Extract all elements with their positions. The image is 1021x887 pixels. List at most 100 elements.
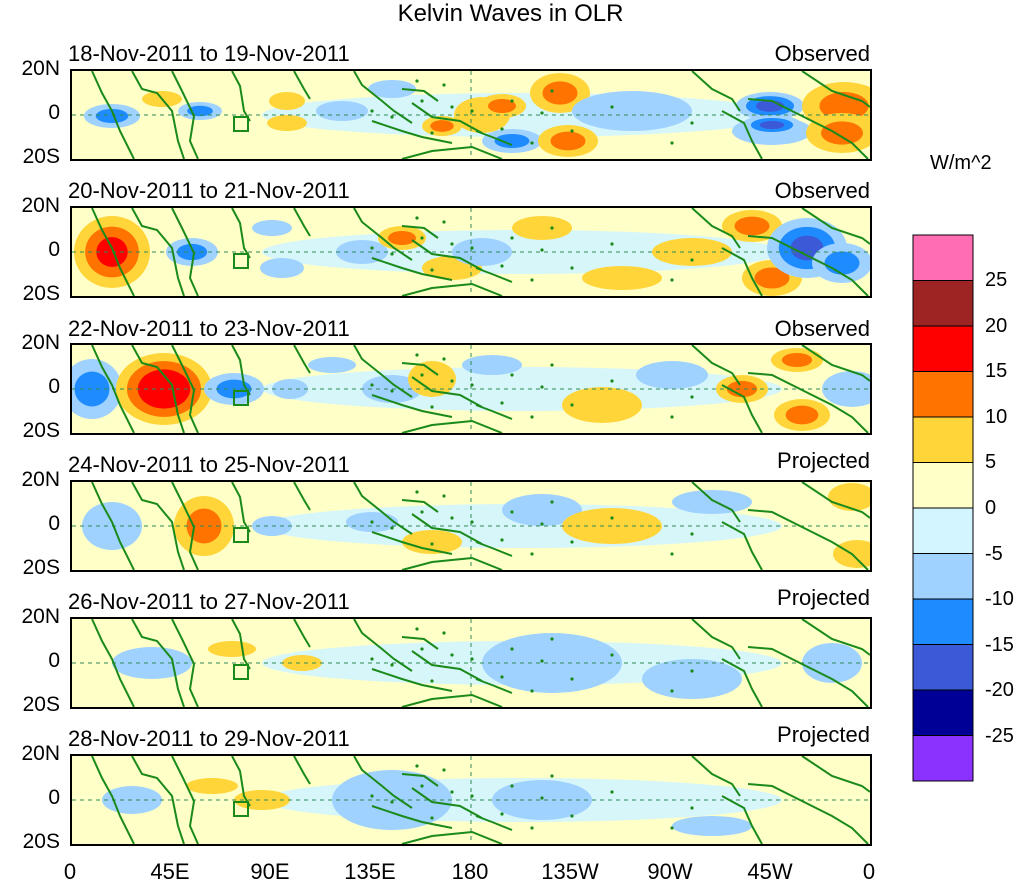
panel-6-coastline-7 bbox=[411, 787, 483, 819]
panel-1-map bbox=[70, 69, 872, 161]
panel-2-island-2 bbox=[420, 236, 424, 240]
panel-2-anomaly-11-level-1 bbox=[734, 216, 770, 236]
panel-6-coastline-8 bbox=[401, 773, 439, 787]
y-tick-panel-4-1: 0 bbox=[48, 512, 60, 535]
x-tick-135e: 135E bbox=[344, 859, 396, 884]
colorbar-swatch-0 bbox=[912, 234, 974, 281]
panel-5-reference-box bbox=[233, 664, 249, 680]
y-tick-panel-4-2: 20S bbox=[22, 556, 60, 579]
panel-2-anomaly-14-level-1 bbox=[824, 251, 860, 275]
panel-4-reference-box bbox=[233, 527, 249, 543]
panel-3-island-0 bbox=[370, 383, 374, 387]
panel-1-anomaly-7-level-1 bbox=[430, 120, 454, 132]
panel-3-map bbox=[70, 343, 872, 435]
panel-5-island-13 bbox=[670, 689, 674, 693]
colorbar-label-10: -25 bbox=[985, 725, 1014, 747]
panel-3-status: Observed bbox=[774, 316, 870, 341]
panel-1-island-10 bbox=[540, 111, 544, 115]
panel-3-island-4 bbox=[470, 383, 474, 387]
panel-4-coastline-7 bbox=[411, 513, 483, 545]
panel-3-island-10 bbox=[540, 385, 544, 389]
panel-2-coastline-2 bbox=[171, 208, 199, 296]
colorbar-label-3: 10 bbox=[985, 405, 1008, 428]
panel-2-island-4 bbox=[470, 246, 474, 250]
panel-6-island-6 bbox=[430, 816, 434, 820]
colorbar-label-6: -5 bbox=[985, 542, 1003, 565]
panel-3-anomaly-11-level-1 bbox=[781, 353, 813, 367]
panel-3-anomaly-9-level-0 bbox=[636, 361, 708, 389]
panel-3-coastline-8 bbox=[401, 362, 439, 376]
panel-2-anomaly-2-level-0 bbox=[252, 220, 292, 236]
panel-6-island-8 bbox=[530, 826, 534, 830]
panel-5-date: 26-Nov-2011 to 27-Nov-2011 bbox=[68, 589, 350, 614]
panel-6-coastline-10 bbox=[401, 830, 503, 844]
panel-1-coastline-11 bbox=[691, 71, 741, 112]
colorbar-swatch-8 bbox=[912, 598, 974, 645]
panel-2-coastline-1 bbox=[91, 208, 135, 296]
panel-5-island-8 bbox=[530, 689, 534, 693]
panel-5-anomaly-1-level-0 bbox=[208, 641, 256, 657]
colorbar-label-5: 0 bbox=[985, 497, 997, 519]
panel-3-anomaly-12-level-1 bbox=[785, 405, 819, 425]
panel-1-coastline-4 bbox=[293, 71, 311, 100]
panel-6-anomaly-5-level-0 bbox=[672, 816, 752, 836]
colorbar-label-1: 20 bbox=[985, 314, 1008, 337]
panel-4-island-16 bbox=[442, 494, 446, 498]
panel-5-island-7 bbox=[510, 647, 514, 651]
panel-5-island-15 bbox=[415, 627, 419, 631]
panel-6-coastline-9 bbox=[475, 815, 513, 831]
y-tick-panel-1-1: 0 bbox=[48, 101, 60, 124]
panel-3-island-14 bbox=[690, 395, 694, 399]
panel-1-island-12 bbox=[610, 105, 614, 109]
panel-4-island-9 bbox=[550, 500, 554, 504]
panel-3-island-9 bbox=[550, 363, 554, 367]
panel-2-island-11 bbox=[570, 266, 574, 270]
panel-2-anomaly-5-level-1 bbox=[388, 231, 416, 245]
panel-6-map bbox=[70, 754, 872, 846]
panel-5-island-4 bbox=[470, 657, 474, 661]
y-tick-panel-2-2: 20S bbox=[22, 282, 60, 305]
panel-5-island-12 bbox=[610, 653, 614, 657]
panel-4-island-15 bbox=[415, 490, 419, 494]
panel-2-island-16 bbox=[442, 220, 446, 224]
panel-2-coastline-6 bbox=[371, 257, 453, 281]
panel-3-island-2 bbox=[420, 373, 424, 377]
y-tick-panel-2-1: 0 bbox=[48, 238, 60, 261]
panel-5-coastline-10 bbox=[401, 693, 503, 707]
panel-1-anomaly-12-level-1 bbox=[550, 131, 586, 151]
panel-1-island-13 bbox=[670, 141, 674, 145]
panel-2-island-3 bbox=[450, 242, 454, 246]
panel-1-anomaly-3-level-0 bbox=[269, 92, 305, 110]
panel-2-anomaly-8-level-0 bbox=[512, 216, 572, 240]
panel-2-island-13 bbox=[670, 278, 674, 282]
panel-1-anomaly-13-level-0 bbox=[572, 91, 692, 131]
panel-6-island-7 bbox=[510, 784, 514, 788]
panel-5-coastline-7 bbox=[411, 650, 483, 682]
panel-5-island-1 bbox=[390, 663, 394, 667]
x-tick-90e: 90E bbox=[250, 859, 290, 884]
panel-6-island-5 bbox=[500, 812, 504, 816]
panel-6-status: Projected bbox=[777, 722, 870, 747]
panel-6-reference-box bbox=[233, 801, 249, 817]
panel-6-coastline-6 bbox=[371, 805, 453, 829]
panel-5-coastline-13 bbox=[721, 658, 763, 707]
panel-2-island-9 bbox=[550, 226, 554, 230]
panel-2-coastline-0 bbox=[131, 208, 185, 296]
panel-3-coastline-12 bbox=[747, 372, 869, 433]
panel-5-coastline-0 bbox=[131, 619, 185, 707]
panel-4-island-14 bbox=[690, 532, 694, 536]
panel-5-coastline-12 bbox=[747, 646, 869, 707]
panel-2-island-5 bbox=[500, 264, 504, 268]
panel-1-island-7 bbox=[510, 99, 514, 103]
panel-1-coastline-5 bbox=[353, 71, 413, 124]
panel-5-anomaly-4-level-0 bbox=[642, 659, 742, 699]
panel-4-map bbox=[70, 480, 872, 572]
colorbar-swatch-9 bbox=[912, 644, 974, 691]
panel-3-coastline-2 bbox=[171, 345, 199, 433]
panel-5-coastline-9 bbox=[475, 678, 513, 694]
panel-6-coastline-1 bbox=[91, 756, 135, 844]
panel-1-coastline-6 bbox=[371, 120, 453, 144]
panel-3-coastline-13 bbox=[721, 384, 763, 433]
panel-2-island-14 bbox=[690, 258, 694, 262]
panel-3-island-6 bbox=[430, 405, 434, 409]
